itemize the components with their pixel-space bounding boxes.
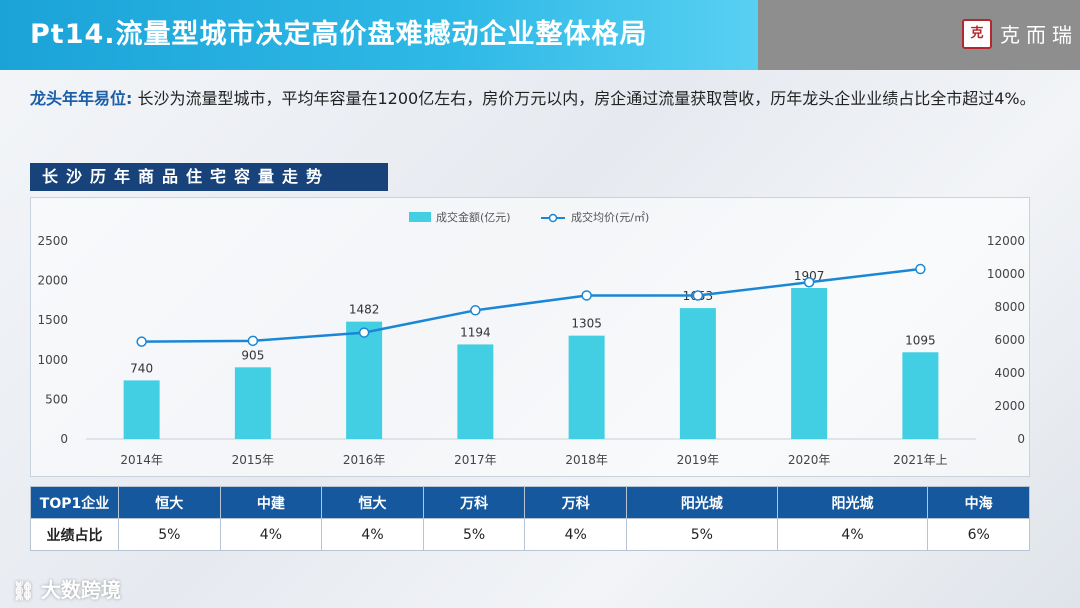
legend-line-marker xyxy=(548,213,558,223)
price-line xyxy=(141,267,921,343)
bar-value-label: 740 xyxy=(130,361,153,375)
bar xyxy=(791,287,828,439)
table-cell-company: 阳光城 xyxy=(626,486,778,519)
table-cell-company: 中建 xyxy=(219,486,323,519)
table-cell-share: 4% xyxy=(776,518,929,551)
y-left-tick-label: 500 xyxy=(45,392,68,406)
x-tick-label: 2021年上 xyxy=(893,453,948,467)
page-title: Pt14.流量型城市决定高价盘难撼动企业整体格局 xyxy=(0,0,758,70)
y-left-tick-label: 1500 xyxy=(37,313,68,327)
table-cell-company: 阳光城 xyxy=(776,486,929,519)
combo-chart: 成交金额(亿元) 成交均价(元/㎡) 0 500 1000 1500 2000 2500 0 20… xyxy=(37,210,1025,467)
legend-bar-label: 成交金额(亿元) xyxy=(436,210,511,224)
watermark: ⛓ 大数跨境 xyxy=(12,574,121,603)
bar xyxy=(568,335,605,439)
table-row-company: TOP1企业 恒大 中建 恒大 万科 万科 阳光城 阳光城 中海 xyxy=(30,486,1030,519)
brand-seal-logo: 克 xyxy=(962,19,992,49)
row-label-share: 业绩占比 xyxy=(30,518,119,551)
x-tick-label: 2015年 xyxy=(232,453,275,467)
intro-text: 长沙为流量型城市，平均年容量在1200亿左右，房价万元以内，房企通过流量获取营收… xyxy=(137,89,1036,108)
intro-highlight: 龙头年年易位: xyxy=(30,89,133,108)
watermark-text: 大数跨境 xyxy=(40,578,121,602)
bar xyxy=(457,344,494,439)
table-cell-share: 5% xyxy=(118,518,221,551)
x-tick-label: 2020年 xyxy=(788,453,831,467)
x-tick-label: 2014年 xyxy=(120,453,163,467)
table-cell-company: 万科 xyxy=(422,486,526,519)
y-right-tick-label: 2000 xyxy=(994,399,1025,413)
bar xyxy=(123,380,160,439)
table-cell-company: 恒大 xyxy=(118,486,221,519)
table-cell-share: 6% xyxy=(927,518,1030,551)
bar xyxy=(902,352,939,439)
y-right-tick-label: 6000 xyxy=(994,333,1025,347)
table-cell-share: 4% xyxy=(219,518,323,551)
bar xyxy=(679,308,716,439)
brand-name: 克而瑞 xyxy=(1000,23,1078,47)
bar-value-label: 1194 xyxy=(460,325,491,339)
legend-line-label: 成交均价(元/㎡) xyxy=(571,210,649,224)
bar-value-label: 1305 xyxy=(571,317,602,331)
bar-value-label: 1907 xyxy=(794,269,825,283)
table-cell-share: 4% xyxy=(321,518,424,551)
y-left-tick-label: 2000 xyxy=(37,274,68,288)
bar-value-label: 1482 xyxy=(349,303,380,317)
table-cell-company: 中海 xyxy=(927,486,1030,519)
table-cell-company: 万科 xyxy=(524,486,628,519)
legend-bar-swatch xyxy=(409,212,431,222)
y-right-tick-label: 4000 xyxy=(994,366,1025,380)
line-point xyxy=(247,335,259,347)
x-tick-label: 2019年 xyxy=(677,453,720,467)
table-cell-company: 恒大 xyxy=(321,486,424,519)
bar xyxy=(346,321,383,439)
bar-value-label: 1095 xyxy=(905,333,936,347)
top-enterprise-table: TOP1企业 恒大 中建 恒大 万科 万科 阳光城 阳光城 中海 业绩占比 5%… xyxy=(30,486,1030,551)
y-left-tick-label: 2500 xyxy=(37,234,68,248)
line-point xyxy=(915,263,926,275)
bar xyxy=(234,367,271,439)
x-tick-label: 2018年 xyxy=(565,453,608,467)
x-tick-label: 2016年 xyxy=(343,453,386,467)
line-point xyxy=(692,290,704,301)
line-point xyxy=(581,290,592,301)
y-left-tick-label: 0 xyxy=(60,432,68,446)
line-point xyxy=(358,327,370,338)
table-row-share: 业绩占比 5% 4% 4% 5% 4% 5% 4% 6% xyxy=(30,518,1030,551)
row-label-company: TOP1企业 xyxy=(30,486,119,519)
y-left-tick-label: 1000 xyxy=(37,353,68,367)
chart-title: 长沙历年商品住宅容量走势 xyxy=(30,163,388,191)
y-right-tick-label: 12000 xyxy=(987,234,1025,248)
table-cell-share: 5% xyxy=(422,518,526,551)
intro-paragraph: 龙头年年易位: 长沙为流量型城市，平均年容量在1200亿左右，房价万元以内，房企… xyxy=(30,86,1060,112)
table-cell-share: 4% xyxy=(524,518,628,551)
line-point xyxy=(136,336,147,347)
bar-value-label: 905 xyxy=(241,348,264,362)
y-right-tick-label: 8000 xyxy=(994,300,1025,314)
y-right-tick-label: 0 xyxy=(1017,432,1025,446)
line-point xyxy=(803,277,815,288)
y-right-tick-label: 10000 xyxy=(987,267,1025,281)
chart-panel: 成交金额(亿元) 成交均价(元/㎡) 0 500 1000 1500 2000 2500 0 20… xyxy=(30,197,1030,477)
x-tick-label: 2017年 xyxy=(454,453,497,467)
line-point xyxy=(470,305,481,316)
link-icon: ⛓ xyxy=(12,581,35,602)
table-cell-share: 5% xyxy=(626,518,778,551)
header-brand-area xyxy=(758,0,1080,70)
